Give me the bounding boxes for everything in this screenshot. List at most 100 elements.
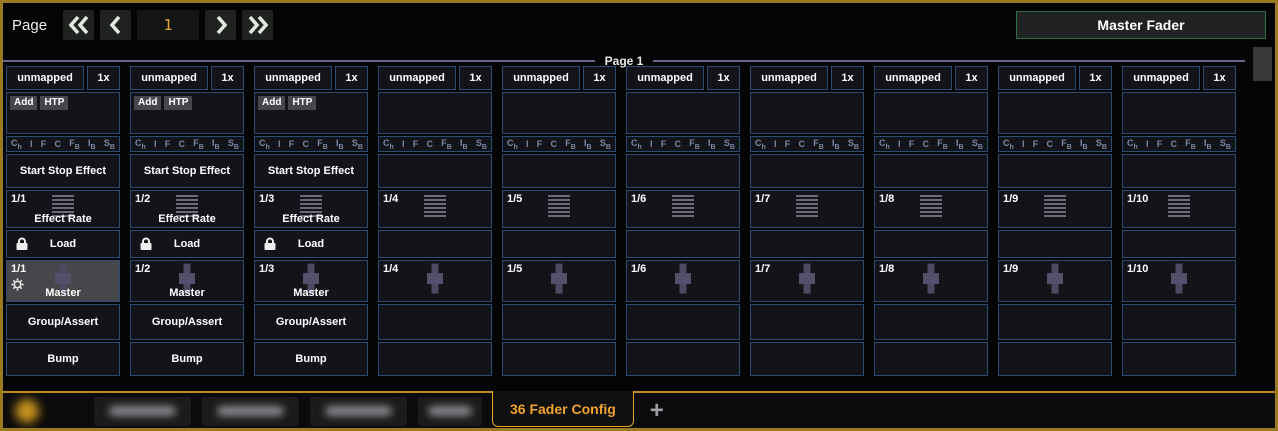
master-fader-button[interactable]: Master Fader — [1016, 11, 1266, 39]
content-target-cell[interactable] — [378, 92, 492, 134]
group-assert-cell[interactable] — [998, 304, 1112, 340]
param-filter-row[interactable]: Ch I F C FB IB SB — [626, 136, 740, 152]
param-filter-row[interactable]: Ch I F C FB IB SB — [998, 136, 1112, 152]
load-cell[interactable] — [750, 230, 864, 258]
content-target-cell[interactable] — [1122, 92, 1236, 134]
param-filter-row[interactable]: Ch I F C FB IB SB — [254, 136, 368, 152]
blurred-tab[interactable] — [202, 397, 299, 426]
content-target-cell[interactable] — [750, 92, 864, 134]
master-cell[interactable]: 1/6 — [626, 260, 740, 302]
master-cell[interactable]: 1/8 — [874, 260, 988, 302]
bump-cell[interactable] — [874, 342, 988, 376]
bump-cell[interactable] — [378, 342, 492, 376]
effect-rate-cell[interactable]: 1/2 Effect Rate — [130, 190, 244, 228]
bump-cell[interactable] — [626, 342, 740, 376]
unmapped-button[interactable]: unmapped — [502, 66, 580, 90]
load-cell[interactable] — [378, 230, 492, 258]
master-cell[interactable]: 1/10 — [1122, 260, 1236, 302]
load-cell[interactable] — [626, 230, 740, 258]
effect-rate-cell[interactable]: 1/6 — [626, 190, 740, 228]
page-number-field[interactable]: 1 — [137, 10, 200, 40]
load-cell[interactable] — [1122, 230, 1236, 258]
bump-cell[interactable]: Bump — [254, 342, 368, 376]
blurred-tab[interactable] — [418, 397, 482, 426]
page-last-button[interactable] — [242, 10, 274, 40]
content-target-cell[interactable] — [626, 92, 740, 134]
scale-button[interactable]: 1x — [1079, 66, 1112, 90]
effect-button-cell[interactable] — [998, 154, 1112, 188]
scale-button[interactable]: 1x — [211, 66, 244, 90]
scale-button[interactable]: 1x — [583, 66, 616, 90]
load-cell[interactable]: Load — [6, 230, 120, 258]
effect-button-cell[interactable] — [378, 154, 492, 188]
param-filter-row[interactable]: Ch I F C FB IB SB — [130, 136, 244, 152]
bump-cell[interactable] — [1122, 342, 1236, 376]
scale-button[interactable]: 1x — [87, 66, 120, 90]
scale-button[interactable]: 1x — [707, 66, 740, 90]
page-prev-button[interactable] — [100, 10, 132, 40]
load-cell[interactable] — [998, 230, 1112, 258]
chip-htp[interactable]: HTP — [288, 96, 317, 110]
effect-button-cell[interactable] — [502, 154, 616, 188]
scrollbar-thumb[interactable] — [1253, 47, 1272, 81]
page-next-button[interactable] — [205, 10, 237, 40]
unmapped-button[interactable]: unmapped — [998, 66, 1076, 90]
content-target-cell[interactable]: Add HTP — [130, 92, 244, 134]
effect-rate-cell[interactable]: 1/4 — [378, 190, 492, 228]
master-cell[interactable]: 1/1 Master — [6, 260, 120, 302]
group-assert-cell[interactable]: Group/Assert — [254, 304, 368, 340]
chip-htp[interactable]: HTP — [40, 96, 69, 110]
content-target-cell[interactable] — [998, 92, 1112, 134]
unmapped-button[interactable]: unmapped — [254, 66, 332, 90]
effect-button-cell[interactable] — [626, 154, 740, 188]
effect-rate-cell[interactable]: 1/8 — [874, 190, 988, 228]
master-cell[interactable]: 1/2 Master — [130, 260, 244, 302]
bump-cell[interactable]: Bump — [130, 342, 244, 376]
scale-button[interactable]: 1x — [955, 66, 988, 90]
page-first-button[interactable] — [63, 10, 95, 40]
bump-cell[interactable] — [998, 342, 1112, 376]
group-assert-cell[interactable] — [1122, 304, 1236, 340]
param-filter-row[interactable]: Ch I F C FB IB SB — [502, 136, 616, 152]
effect-rate-cell[interactable]: 1/5 — [502, 190, 616, 228]
effect-button-cell[interactable] — [874, 154, 988, 188]
group-assert-cell[interactable]: Group/Assert — [6, 304, 120, 340]
unmapped-button[interactable]: unmapped — [626, 66, 704, 90]
param-filter-row[interactable]: Ch I F C FB IB SB — [874, 136, 988, 152]
bump-cell[interactable]: Bump — [6, 342, 120, 376]
chip-add[interactable]: Add — [134, 96, 162, 110]
group-assert-cell[interactable]: Group/Assert — [130, 304, 244, 340]
unmapped-button[interactable]: unmapped — [1122, 66, 1200, 90]
param-filter-row[interactable]: Ch I F C FB IB SB — [750, 136, 864, 152]
unmapped-button[interactable]: unmapped — [130, 66, 208, 90]
bump-cell[interactable] — [502, 342, 616, 376]
effect-rate-cell[interactable]: 1/9 — [998, 190, 1112, 228]
chip-add[interactable]: Add — [10, 96, 38, 110]
content-target-cell[interactable] — [502, 92, 616, 134]
content-target-cell[interactable]: Add HTP — [254, 92, 368, 134]
unmapped-button[interactable]: unmapped — [6, 66, 84, 90]
load-cell[interactable] — [502, 230, 616, 258]
effect-button-cell[interactable]: Start Stop Effect — [254, 154, 368, 188]
param-filter-row[interactable]: Ch I F C FB IB SB — [6, 136, 120, 152]
effect-rate-cell[interactable]: 1/7 — [750, 190, 864, 228]
scale-button[interactable]: 1x — [459, 66, 492, 90]
tab-fader-config[interactable]: 36 Fader Config — [492, 391, 634, 427]
master-cell[interactable]: 1/4 — [378, 260, 492, 302]
blurred-tab[interactable] — [94, 397, 191, 426]
scale-button[interactable]: 1x — [831, 66, 864, 90]
master-cell[interactable]: 1/5 — [502, 260, 616, 302]
load-cell[interactable] — [874, 230, 988, 258]
add-tab-button[interactable]: + — [649, 396, 664, 424]
load-cell[interactable]: Load — [254, 230, 368, 258]
chip-htp[interactable]: HTP — [164, 96, 193, 110]
content-target-cell[interactable] — [874, 92, 988, 134]
master-cell[interactable]: 1/3 Master — [254, 260, 368, 302]
group-assert-cell[interactable] — [874, 304, 988, 340]
master-cell[interactable]: 1/9 — [998, 260, 1112, 302]
blurred-home-icon[interactable] — [15, 399, 39, 423]
group-assert-cell[interactable] — [378, 304, 492, 340]
effect-rate-cell[interactable]: 1/3 Effect Rate — [254, 190, 368, 228]
unmapped-button[interactable]: unmapped — [874, 66, 952, 90]
blurred-tab[interactable] — [310, 397, 407, 426]
